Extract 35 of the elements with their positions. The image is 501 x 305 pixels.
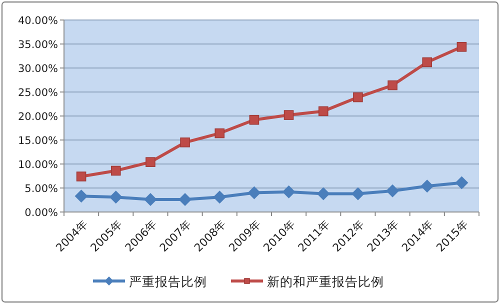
point	[455, 176, 468, 190]
point	[178, 193, 192, 206]
y-tick-label: 25.00%	[18, 87, 58, 99]
point	[248, 186, 261, 200]
legend-label: 新的和严重报告比例	[267, 274, 384, 289]
point	[351, 187, 364, 200]
y-tick-label: 10.00%	[18, 159, 58, 171]
point	[282, 185, 296, 198]
point	[456, 42, 467, 52]
y-tick-label: 30.00%	[18, 63, 58, 75]
point	[109, 190, 122, 204]
point	[76, 172, 86, 182]
y-tick-label: 20.00%	[18, 111, 58, 123]
point	[318, 106, 328, 116]
point	[249, 114, 260, 125]
point	[214, 128, 225, 138]
y-tick-label: 35.00%	[18, 39, 58, 51]
point	[144, 193, 157, 206]
point	[388, 80, 398, 90]
y-tick-label: 15.00%	[18, 135, 58, 147]
legend-label: 严重报告比例	[129, 274, 207, 289]
point	[74, 190, 88, 203]
y-tick-label: 40.00%	[18, 15, 58, 27]
point	[386, 184, 400, 198]
point	[422, 57, 432, 68]
point	[420, 180, 434, 193]
point	[213, 190, 226, 204]
y-tick-label: 0.00%	[24, 207, 58, 219]
point	[353, 92, 363, 102]
point	[180, 138, 190, 148]
point	[146, 157, 156, 167]
point	[284, 110, 294, 120]
y-tick-label: 5.00%	[24, 183, 58, 195]
point	[316, 187, 330, 200]
point	[110, 166, 121, 176]
